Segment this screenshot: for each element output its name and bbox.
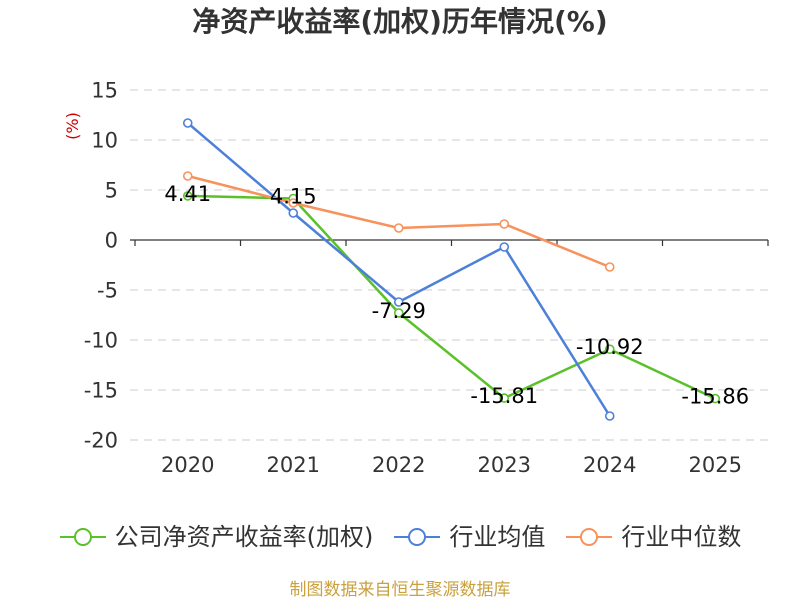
y-tick-label: 15 bbox=[91, 79, 118, 103]
industry-median-point-2022 bbox=[393, 223, 404, 233]
data-source-note: 制图数据来自恒生聚源数据库 bbox=[289, 580, 511, 600]
y-tick-label: -5 bbox=[97, 279, 118, 303]
company-roe-point-2020 bbox=[182, 191, 193, 201]
company-roe-data-label-2021: 4.15 bbox=[270, 185, 317, 209]
x-tick-label-2024: 2024 bbox=[583, 453, 636, 477]
y-tick-label: 0 bbox=[105, 229, 118, 253]
company-roe-data-label-2022: -7.29 bbox=[372, 299, 426, 323]
company-roe-point-2024 bbox=[604, 344, 615, 355]
y-axis-label: (%) bbox=[63, 112, 82, 140]
legend-line-circle-icon bbox=[394, 528, 441, 546]
legend: 公司净资产收益率(加权) 行业均值 行业中位数 bbox=[0, 522, 800, 552]
x-tick-label-2020: 2020 bbox=[161, 453, 214, 477]
legend-label-company-roe: 公司净资产收益率(加权) bbox=[114, 523, 374, 551]
y-tick-label: -10 bbox=[84, 329, 118, 353]
legend-line-circle-icon bbox=[59, 528, 106, 546]
industry-median-point-2023 bbox=[499, 219, 510, 229]
industry-mean-point-2024 bbox=[604, 411, 615, 421]
industry-mean-point-2021 bbox=[288, 208, 299, 218]
company-roe-data-label-2025: -15.86 bbox=[681, 385, 749, 409]
legend-line-circle-icon bbox=[566, 528, 613, 546]
y-tick-label: -20 bbox=[84, 429, 118, 453]
industry-mean-point-2023 bbox=[499, 242, 510, 252]
company-roe-data-label-2020: 4.41 bbox=[164, 182, 211, 206]
chart-title: 净资产收益率(加权)历年情况(%) bbox=[192, 5, 608, 38]
company-roe-data-label-2023: -15.81 bbox=[470, 384, 538, 408]
legend-label-industry-mean: 行业均值 bbox=[449, 523, 546, 551]
y-tick-label: 5 bbox=[105, 179, 118, 203]
company-roe-point-2023 bbox=[499, 393, 510, 403]
industry-mean-point-2020 bbox=[182, 118, 193, 128]
legend-item-industry-median[interactable]: 行业中位数 bbox=[565, 522, 741, 552]
company-roe-data-label-2024: -10.92 bbox=[576, 335, 644, 359]
legend-label-industry-median: 行业中位数 bbox=[621, 523, 742, 551]
x-tick-label-2023: 2023 bbox=[478, 453, 531, 477]
x-tick-label-2021: 2021 bbox=[267, 453, 320, 477]
industry-median-point-2024 bbox=[604, 262, 615, 272]
legend-item-company-roe[interactable]: 公司净资产收益率(加权) bbox=[59, 522, 374, 552]
x-tick-label-2022: 2022 bbox=[372, 453, 425, 477]
company-roe-point-2022 bbox=[393, 308, 404, 318]
y-tick-label: -15 bbox=[84, 379, 118, 403]
industry-mean-point-2022 bbox=[393, 297, 404, 307]
legend-item-industry-mean[interactable]: 行业均值 bbox=[393, 522, 545, 552]
series-line-industry-mean bbox=[186, 122, 611, 417]
x-tick-label-2025: 2025 bbox=[689, 453, 742, 477]
y-tick-label: 10 bbox=[91, 129, 118, 153]
industry-median-point-2020 bbox=[182, 171, 193, 181]
industry-median-point-2021 bbox=[288, 198, 299, 208]
company-roe-point-2025 bbox=[710, 393, 721, 404]
